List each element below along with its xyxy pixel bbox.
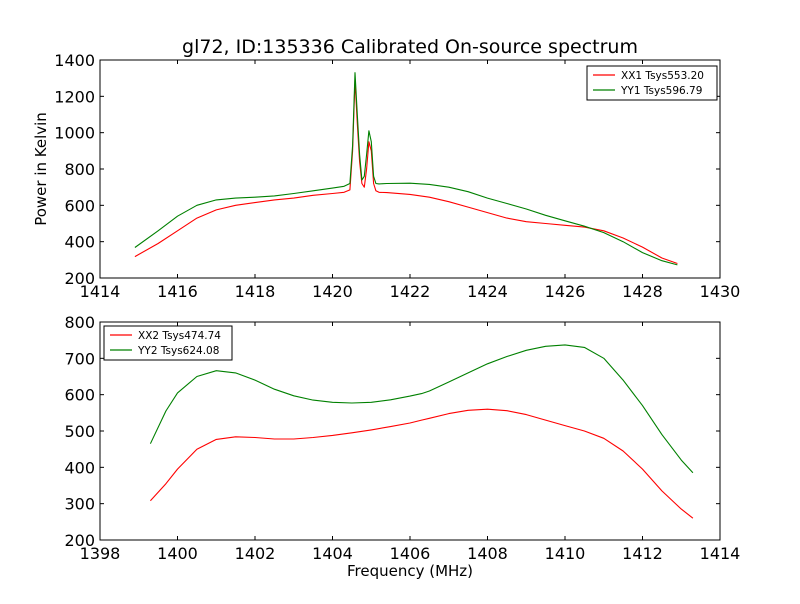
x-tick-label: 1410 <box>545 544 586 563</box>
y-tick-label: 600 <box>64 196 95 215</box>
x-tick-label: 1428 <box>622 282 663 301</box>
x-tick-label: 1422 <box>390 282 431 301</box>
y-tick-label: 1000 <box>54 124 95 143</box>
x-tick-label: 1402 <box>235 544 276 563</box>
y-tick-label: 700 <box>64 349 95 368</box>
legend-2: XX2 Tsys474.74 YY2 Tsys624.08 <box>103 325 233 361</box>
legend-label: XX1 Tsys553.20 <box>621 70 704 82</box>
x-tick-label: 1414 <box>700 544 741 563</box>
x-tick-label: 1424 <box>467 282 508 301</box>
y-tick-label: 200 <box>64 269 95 288</box>
y-tick-label: 1400 <box>54 51 95 70</box>
x-tick-label: 1398 <box>80 544 121 563</box>
series-line-2-2 <box>149 344 694 474</box>
x-tick-label: 1400 <box>157 544 198 563</box>
y-tick-label: 600 <box>64 386 95 405</box>
y-tick-label: 200 <box>64 531 95 550</box>
series-line-2-1 <box>149 408 694 519</box>
legend-label: YY2 Tsys624.08 <box>137 345 219 357</box>
chart-title: gl72, ID:135336 Calibrated On-source spe… <box>182 36 638 58</box>
y-tick-label: 300 <box>64 495 95 514</box>
x-tick-label: 1426 <box>545 282 586 301</box>
legend-box <box>103 325 233 361</box>
y-tick-label: 800 <box>64 160 95 179</box>
x-axis-label: Frequency (MHz) <box>347 562 473 580</box>
x-tick-label: 1420 <box>312 282 353 301</box>
y-tick-label: 1200 <box>54 87 95 106</box>
series-line-1-2 <box>134 72 678 266</box>
y-tick-label: 400 <box>64 233 95 252</box>
y-tick-label: 500 <box>64 422 95 441</box>
x-tick-label: 1408 <box>467 544 508 563</box>
legend-label: YY1 Tsys596.79 <box>620 85 702 97</box>
x-tick-label: 1416 <box>157 282 198 301</box>
subplot-1: 1414 1416 1418 1420 1422 1424 1426 1428 1430 200 4… <box>32 51 740 301</box>
x-tick-label: 1414 <box>80 282 121 301</box>
y-tick-label: 400 <box>64 458 95 477</box>
legend-1: XX1 Tsys553.20 YY1 Tsys596.79 <box>586 65 718 101</box>
y-tick-label: 800 <box>64 313 95 332</box>
subplot-2: 1398 1400 1402 1404 1406 1408 1410 1412 1414 200 3… <box>64 313 740 580</box>
legend-box <box>586 65 718 101</box>
series-line-1-1 <box>134 79 678 265</box>
legend-label: XX2 Tsys474.74 <box>138 330 221 342</box>
y-axis-label: Power in Kelvin <box>32 112 50 226</box>
x-tick-label: 1412 <box>622 544 663 563</box>
x-tick-label: 1404 <box>312 544 353 563</box>
x-tick-label: 1430 <box>700 282 741 301</box>
x-tick-label: 1406 <box>390 544 431 563</box>
x-tick-label: 1418 <box>235 282 276 301</box>
